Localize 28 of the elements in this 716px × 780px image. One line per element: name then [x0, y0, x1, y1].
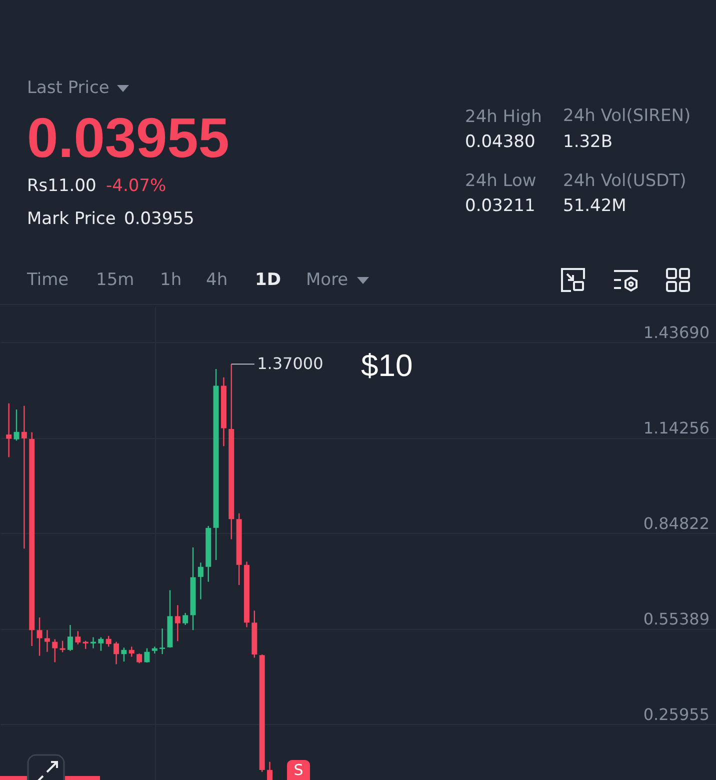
annotation: 1.37000	[257, 354, 324, 374]
y-tick-label: 1.14256	[643, 418, 710, 438]
text: More	[306, 270, 348, 290]
text: Mark Price	[27, 208, 116, 229]
text: 4h	[206, 270, 228, 290]
text: 24h Vol(USDT)	[563, 170, 686, 191]
text: 24h Low	[465, 170, 536, 191]
annotation: $10	[361, 348, 413, 383]
text: 1D	[255, 270, 281, 290]
y-tick-label: 0.84822	[643, 514, 710, 533]
text: 0.03211	[465, 196, 536, 216]
text: Time	[27, 270, 69, 290]
text: 0.03955	[124, 208, 194, 229]
text: 15m	[96, 270, 134, 290]
y-tick-label: 0.25955	[643, 704, 710, 724]
text: 51.42M	[563, 196, 626, 216]
text: 0.03955	[27, 106, 230, 169]
y-tick-label: 0.55389	[643, 609, 710, 628]
text: -4.07%	[106, 176, 166, 196]
text: 24h Vol(SIREN)	[563, 106, 691, 126]
text: 0.04380	[465, 132, 536, 152]
text: Rs11.00	[27, 176, 96, 196]
text: 24h High	[465, 106, 542, 127]
text: 1h	[160, 270, 182, 290]
y-tick-label: 1.43690	[643, 322, 710, 342]
text: Last Price	[27, 78, 110, 98]
badge: S	[287, 760, 310, 780]
text: 1.32B	[563, 132, 613, 152]
